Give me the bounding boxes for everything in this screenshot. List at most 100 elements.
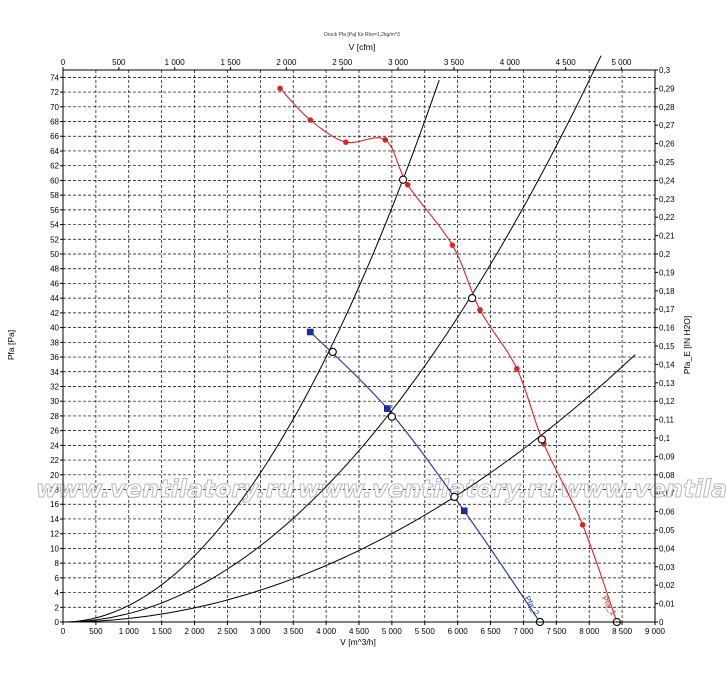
series-point <box>277 85 283 92</box>
x2-tick-label: 1 500 <box>221 58 242 67</box>
y-tick-label: 4 <box>55 589 60 598</box>
system-curve <box>62 80 440 623</box>
x2-tick-label: 4 000 <box>500 58 521 67</box>
y2-tick-label: 0,15 <box>659 342 675 351</box>
y2-tick-label: 0,26 <box>659 140 675 149</box>
y2-tick-label: 0,1 <box>659 434 671 443</box>
y2-axis-ticks: 0 0,01 0,02 0,03 0,04 0,05 0,06 0,07 0,08 0,09 0,1… <box>655 66 675 627</box>
y-tick-label: 38 <box>50 338 59 347</box>
watermark-text: www.ventilatory.ru <box>36 475 295 503</box>
y2-tick-label: 0,01 <box>659 600 675 609</box>
y2-tick-label: 0,3 <box>659 66 671 75</box>
y2-tick-label: 0,05 <box>659 526 675 535</box>
x-tick-label: 9 000 <box>645 627 666 636</box>
x-tick-label: 7 500 <box>546 627 567 636</box>
system-curve <box>62 55 602 623</box>
x-tick-label: 6 500 <box>481 627 502 636</box>
operating-point <box>537 435 547 444</box>
chart-title: Druck Pfa [Pa] für Rho=1,2kg/m^3 <box>324 32 400 38</box>
series-point <box>307 117 314 123</box>
x2-tick-label: 3 500 <box>444 58 465 67</box>
series-point <box>449 242 456 248</box>
x-axis-label: V [m^3/h] <box>340 637 376 647</box>
y-tick-label: 68 <box>50 118 59 127</box>
y2-tick-label: 0,02 <box>659 581 675 590</box>
series-point <box>514 366 520 372</box>
y-tick-label: 44 <box>50 294 59 303</box>
y-tick-label: 8 <box>55 559 60 568</box>
operating-points <box>328 175 621 627</box>
y-tick-label: 64 <box>50 147 59 156</box>
x2-tick-label: 5 000 <box>611 58 632 67</box>
watermark-layer: www.ventilatory.ru www.ventilatory.ru www.… <box>36 475 726 504</box>
y2-tick-label: 0,2 <box>659 250 671 259</box>
y2-axis-label: Pfa_E [IN H2O] <box>682 316 692 375</box>
y-tick-label: 72 <box>50 88 59 97</box>
x-tick-label: 5 000 <box>382 627 403 636</box>
y-tick-label: 66 <box>50 132 59 141</box>
y2-tick-label: 0,08 <box>659 471 675 480</box>
y2-tick-label: 0,06 <box>659 508 675 517</box>
x-tick-label: 8 500 <box>612 627 633 636</box>
y2-tick-label: 0,23 <box>659 195 675 204</box>
x-tick-label: 1 500 <box>152 627 173 636</box>
y-tick-label: 22 <box>50 456 59 465</box>
y-tick-label: 20 <box>50 471 59 480</box>
y2-tick-label: 0,28 <box>659 103 675 112</box>
x-tick-label: 7 000 <box>513 627 534 636</box>
y2-tick-label: 0,09 <box>659 452 675 461</box>
series-label: Pfa_1 <box>600 594 619 617</box>
y-axis-ticks: 0246810121416182022242628303234363840424… <box>50 73 63 627</box>
y-tick-label: 28 <box>50 412 59 421</box>
y2-tick-label: 0,25 <box>659 158 675 167</box>
y2-tick-label: 0,22 <box>659 213 675 222</box>
series-point <box>460 507 468 515</box>
y-axis-label: Pfa [Pa] <box>6 330 16 360</box>
y-tick-label: 0 <box>55 618 60 627</box>
y-tick-label: 34 <box>50 368 59 377</box>
x2-tick-label: 4 500 <box>556 58 577 67</box>
y2-tick-label: 0,03 <box>659 563 675 572</box>
x2-tick-label: 2 000 <box>276 58 297 67</box>
x-axis-ticks: 0 500 1 000 1 500 2 000 2 500 3 000 3 500 4 000 4… <box>61 622 666 636</box>
y-tick-label: 30 <box>50 397 59 406</box>
x2-tick-label: 3 000 <box>388 58 409 67</box>
y-tick-label: 12 <box>50 530 59 539</box>
x-tick-label: 8 000 <box>579 627 600 636</box>
y2-tick-label: 0,04 <box>659 544 675 553</box>
y-tick-label: 16 <box>50 500 59 509</box>
y-tick-label: 42 <box>50 309 59 318</box>
y2-tick-label: 0,29 <box>659 84 675 93</box>
x-tick-label: 0 <box>61 627 66 636</box>
series-point <box>307 328 314 336</box>
y-tick-label: 14 <box>50 515 59 524</box>
operating-point <box>398 175 408 184</box>
x-tick-label: 3 500 <box>283 627 304 636</box>
y-tick-label: 26 <box>50 427 59 436</box>
y-tick-label: 62 <box>50 162 59 171</box>
x2-axis-ticks: 0 500 1 000 1 500 2 000 2 500 3 000 3 500 4 000 4… <box>61 58 632 70</box>
x-tick-label: 2 000 <box>185 627 206 636</box>
y-tick-label: 60 <box>50 176 59 185</box>
series-line <box>309 331 541 623</box>
y2-tick-label: 0,17 <box>659 305 675 314</box>
y2-tick-label: 0,27 <box>659 121 675 130</box>
y-tick-label: 36 <box>50 353 59 362</box>
y-tick-label: 32 <box>50 382 59 391</box>
series-point <box>579 522 586 528</box>
y-tick-label: 24 <box>50 441 59 450</box>
x2-tick-label: 2 500 <box>332 58 353 67</box>
y-tick-label: 10 <box>50 544 59 553</box>
x2-tick-label: 1 000 <box>165 58 186 67</box>
series-point <box>382 137 389 143</box>
y-tick-label: 48 <box>50 265 59 274</box>
series-point <box>404 182 411 188</box>
x-tick-label: 5 500 <box>415 627 436 636</box>
y-tick-label: 54 <box>50 221 59 230</box>
y-tick-label: 70 <box>50 103 59 112</box>
watermark-text: www.ventilatory.ru <box>298 475 557 503</box>
y2-tick-label: 0 <box>659 618 664 627</box>
y-tick-label: 2 <box>55 603 60 612</box>
fan-curves: Pfa_1 Pfa_2 <box>277 85 619 623</box>
